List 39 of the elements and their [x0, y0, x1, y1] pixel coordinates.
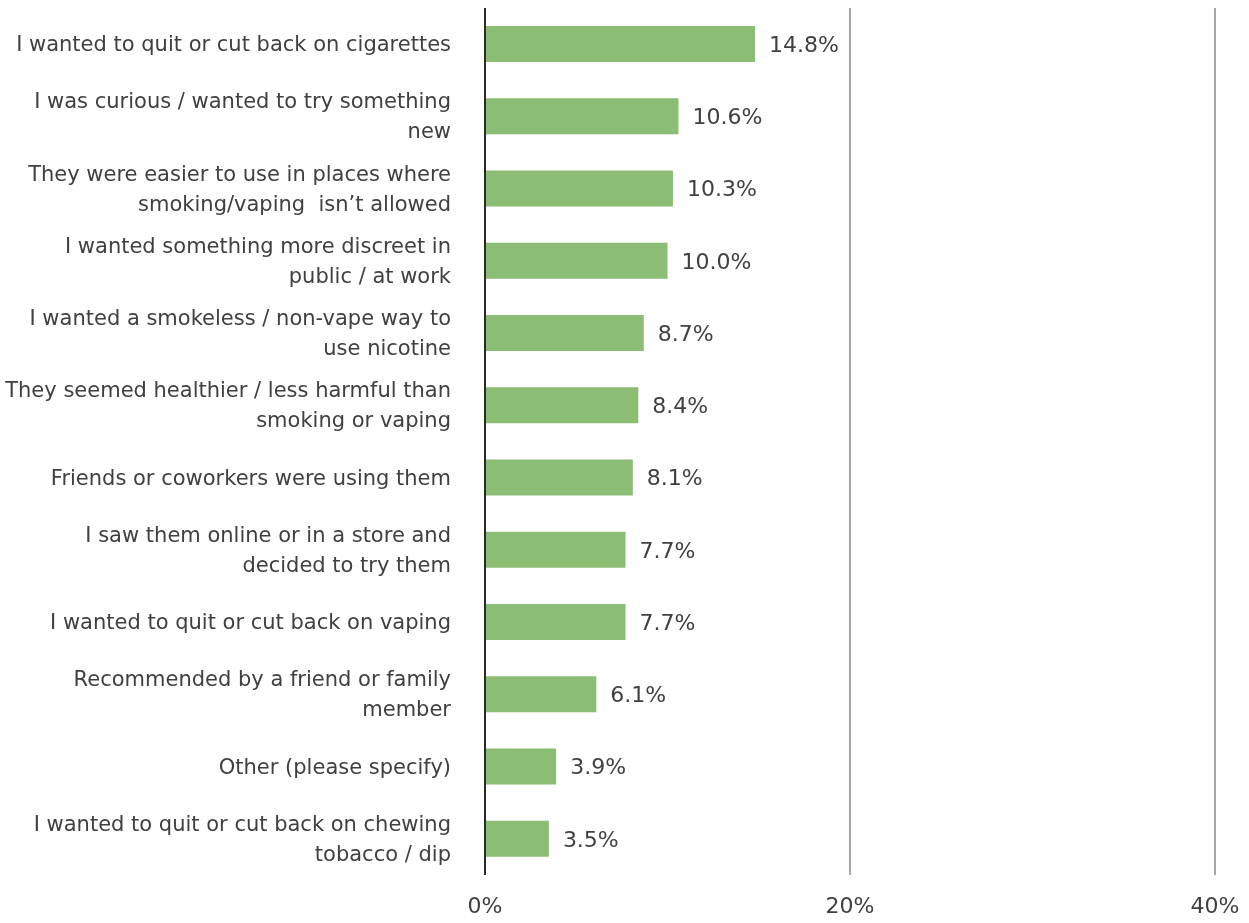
bar	[485, 459, 633, 496]
y-tick-label: They were easier to use in places where smoking/vaping isn’t allowed	[27, 161, 451, 216]
bar	[485, 820, 549, 857]
y-tick-label: Other (please specify)	[218, 754, 451, 779]
data-label: 3.5%	[562, 826, 619, 852]
bar	[485, 531, 626, 568]
x-tick-label: 20%	[825, 892, 875, 918]
data-label: 7.7%	[639, 609, 696, 635]
y-tick-label: I wanted to quit or cut back on chewing tobacco / dip	[33, 811, 451, 866]
data-label: 8.7%	[657, 320, 714, 346]
data-label: 7.7%	[639, 537, 696, 563]
bar	[485, 604, 626, 640]
y-tick-label: Recommended by a friend or family member	[73, 667, 452, 722]
data-label: 6.1%	[610, 682, 667, 708]
data-label: 10.0%	[681, 248, 752, 274]
x-tick-label: 0%	[467, 892, 503, 918]
bar	[485, 387, 639, 424]
bar	[485, 748, 557, 785]
data-label: 14.8%	[769, 31, 839, 57]
data-label: 8.4%	[652, 393, 709, 419]
bar	[485, 26, 756, 62]
data-label: 8.1%	[646, 465, 703, 491]
y-tick-label: They seemed healthier / less harmful than smoking or vaping	[4, 378, 451, 433]
bar	[485, 170, 673, 207]
y-tick-label: Friends or coworkers were using them	[50, 465, 451, 490]
bar	[485, 676, 597, 713]
x-tick-label: 40%	[1190, 892, 1240, 918]
y-tick-label: I saw them online or in a store and decided to try them	[85, 522, 451, 577]
data-label: 3.9%	[570, 754, 627, 780]
data-label: 10.3%	[686, 176, 757, 202]
bar	[485, 315, 644, 351]
bar	[485, 242, 668, 279]
y-tick-label: I wanted something more discreet in public / at work	[64, 233, 452, 288]
y-tick-label: I wanted to quit or cut back on vaping	[50, 610, 451, 635]
y-tick-label: I wanted to quit or cut back on cigarettes	[16, 32, 451, 57]
bar	[485, 98, 679, 135]
y-tick-label: I wanted a smokeless / non-vape way to use nicotine	[29, 306, 451, 361]
y-tick-label: I was curious / wanted to try something new	[34, 89, 451, 144]
data-label: 10.6%	[692, 104, 763, 130]
